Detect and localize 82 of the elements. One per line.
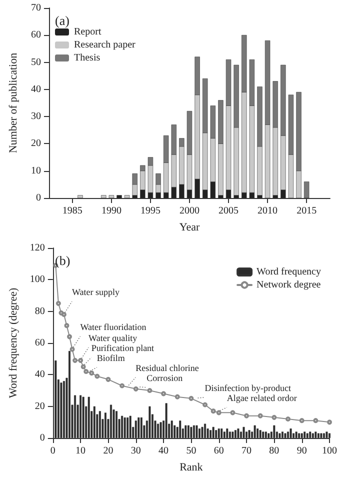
x-tick-label: 0: [50, 446, 56, 456]
point: [56, 300, 61, 306]
annotation: Algae related ordor: [226, 392, 297, 403]
point: [258, 413, 263, 418]
legend-label: Research paper: [74, 40, 136, 50]
point: [89, 370, 94, 376]
annotation: Biofilm: [96, 352, 125, 363]
point: [299, 418, 304, 424]
x-tick-label: 30: [130, 446, 141, 456]
point: [80, 364, 86, 370]
x-tick-label: 1985: [62, 206, 82, 216]
y-tick-label: 60: [31, 30, 41, 41]
point: [120, 383, 125, 388]
point: [230, 410, 236, 416]
y-tick-label: 100: [30, 274, 45, 286]
annotation: Water supply: [72, 287, 120, 297]
y-tick-label: 0: [40, 432, 45, 444]
x-tick-label: 1990: [101, 206, 122, 216]
y-tick-label: 30: [31, 111, 41, 122]
annotation: Residual chlorine: [136, 362, 199, 373]
point: [327, 420, 332, 425]
x-tick-label: 60: [214, 446, 224, 456]
x-tick-label: 50: [186, 446, 196, 456]
x-tick-label: 70: [242, 446, 252, 456]
point: [210, 408, 216, 414]
point: [133, 386, 138, 392]
y-tick-label: 80: [34, 306, 45, 317]
point: [161, 391, 166, 396]
point: [216, 410, 222, 416]
point: [61, 312, 66, 317]
point: [244, 413, 250, 418]
point: [94, 374, 100, 379]
point: [106, 376, 111, 382]
x-tick-label: 2005: [218, 206, 239, 216]
legend-label: Network degree: [256, 280, 322, 290]
point: [174, 394, 180, 400]
x-tick-label: 80: [269, 446, 280, 456]
y-tick-label: 20: [34, 400, 45, 412]
x-tick-label: 90: [296, 446, 307, 456]
x-tick-label: 1995: [140, 206, 160, 216]
y-tick-label: 0: [36, 192, 41, 204]
x-tick-label: 2000: [180, 206, 200, 216]
point: [64, 323, 70, 328]
y-axis-title: Number of publication: [8, 52, 20, 154]
annotation: Water fluoridation: [80, 322, 147, 332]
x-tick-label: 10: [76, 446, 86, 456]
y-tick-label: 40: [31, 84, 41, 95]
y-tick-label: 20: [31, 138, 41, 150]
y-tick-label: 120: [30, 242, 45, 254]
point: [272, 414, 277, 420]
point: [202, 402, 208, 408]
y-tick-label: 50: [31, 56, 41, 68]
legend-label: Report: [74, 26, 102, 38]
x-axis-title: Year: [179, 222, 200, 234]
legend-label: Thesis: [74, 52, 100, 64]
point: [313, 418, 318, 424]
point: [188, 396, 194, 401]
y-tick-label: 70: [31, 2, 41, 14]
chart-title: (b): [55, 253, 70, 268]
point: [67, 334, 72, 340]
y-tick-label: 40: [34, 369, 45, 380]
chart-title: (a): [55, 13, 70, 28]
annotation: Purification plant: [91, 342, 155, 353]
x-axis-title: Rank: [180, 462, 204, 474]
x-tick-label: 100: [322, 446, 337, 456]
point: [72, 358, 78, 363]
x-tick-label: 2015: [296, 206, 317, 216]
point: [84, 369, 89, 374]
y-tick-label: 60: [34, 338, 45, 348]
legend-label: Word frequency: [256, 266, 322, 278]
annotation: Disinfection by-product: [204, 382, 292, 393]
x-tick-label: 20: [103, 446, 114, 456]
point: [147, 388, 152, 393]
annotation: Water quality: [88, 332, 138, 343]
y-axis-title: Word frequency (degree): [8, 288, 20, 398]
point: [286, 416, 291, 422]
point: [70, 346, 75, 352]
point: [78, 358, 84, 363]
x-tick-label: 2010: [258, 206, 278, 216]
y-tick-label: 10: [31, 165, 41, 176]
annotation: Corrosion: [146, 372, 184, 383]
x-tick-label: 40: [158, 446, 169, 456]
